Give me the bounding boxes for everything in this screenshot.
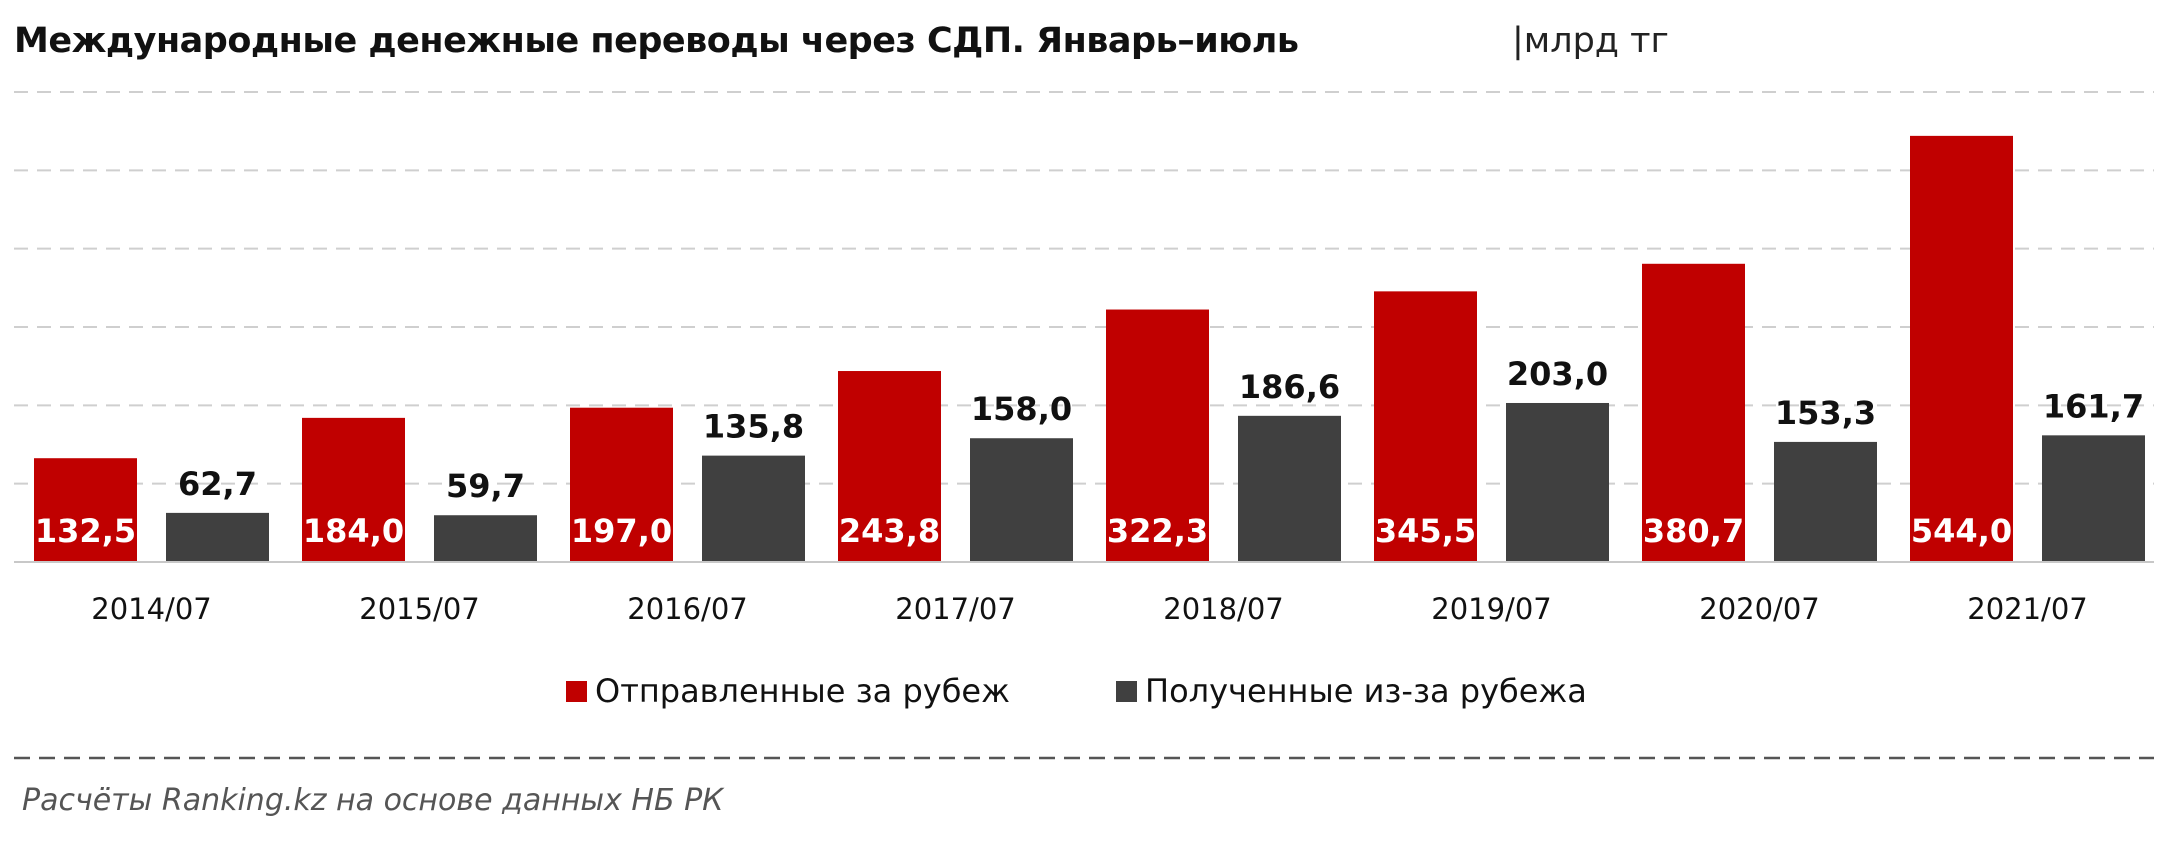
data-label-sent-2016-07: 197,0 — [571, 512, 672, 550]
chart-unit: |млрд тг — [1512, 21, 1669, 61]
data-label-received-2021-07: 161,7 — [2043, 387, 2144, 425]
data-label-received-2018-07: 186,6 — [1239, 368, 1340, 406]
x-tick-label-2020-07: 2020/07 — [1699, 592, 1819, 626]
x-tick-label-2019-07: 2019/07 — [1431, 592, 1551, 626]
bar-sent-2019-07 — [1374, 291, 1477, 562]
bar-sent-2015-07 — [302, 417, 405, 562]
x-tick-label-2014-07: 2014/07 — [91, 592, 211, 626]
bar-sent-2014-07 — [34, 458, 137, 562]
legend-swatch-received — [1116, 681, 1137, 702]
bar-received-2019-07 — [1506, 402, 1609, 562]
data-label-received-2017-07: 158,0 — [971, 390, 1072, 428]
data-label-sent-2020-07: 380,7 — [1643, 512, 1744, 550]
x-tick-label-2018-07: 2018/07 — [1163, 592, 1283, 626]
x-axis-tick-labels: 2014/07 2015/07 2016/07 2017/07 2018/07 2019/… — [91, 592, 2087, 626]
x-tick-label-2021-07: 2021/07 — [1967, 592, 2087, 626]
bar-sent-2020-07 — [1642, 263, 1745, 562]
bar-received-2021-07 — [2042, 435, 2145, 562]
bar-received-2017-07 — [970, 438, 1073, 562]
bar-series-group: 132,5 62,7 184,0 59,7 197,0 135,8 243,8 158,0 32… — [34, 135, 2145, 562]
data-label-sent-2014-07: 132,5 — [35, 512, 136, 550]
data-label-received-2020-07: 153,3 — [1775, 394, 1876, 432]
data-label-sent-2021-07: 544,0 — [1911, 512, 2012, 550]
data-label-received-2016-07: 135,8 — [703, 408, 804, 446]
data-label-sent-2018-07: 322,3 — [1107, 512, 1208, 550]
bar-sent-2016-07 — [570, 407, 673, 562]
bar-received-2020-07 — [1774, 441, 1877, 562]
x-tick-label-2017-07: 2017/07 — [895, 592, 1015, 626]
bar-sent-2018-07 — [1106, 309, 1209, 562]
data-label-sent-2017-07: 243,8 — [839, 512, 940, 550]
source-note: Расчёты Ranking.kz на основе данных НБ Р… — [22, 783, 725, 818]
x-tick-label-2016-07: 2016/07 — [627, 592, 747, 626]
bar-received-2014-07 — [166, 512, 269, 562]
bar-received-2015-07 — [434, 515, 537, 562]
data-label-received-2019-07: 203,0 — [1507, 355, 1608, 393]
bar-received-2016-07 — [702, 455, 805, 562]
x-tick-label-2015-07: 2015/07 — [359, 592, 479, 626]
data-label-received-2014-07: 62,7 — [178, 465, 257, 503]
data-label-received-2015-07: 59,7 — [446, 467, 525, 505]
legend: Отправленные за рубеж Полученные из-за р… — [566, 672, 1587, 710]
bar-sent-2017-07 — [838, 371, 941, 562]
data-label-sent-2019-07: 345,5 — [1375, 512, 1476, 550]
bar-received-2018-07 — [1238, 415, 1341, 562]
legend-label-received: Полученные из-за рубежа — [1145, 672, 1587, 710]
bar-sent-2021-07 — [1910, 135, 2013, 562]
chart-title: Международные денежные переводы через СД… — [14, 21, 1299, 61]
data-label-sent-2015-07: 184,0 — [303, 512, 404, 550]
legend-label-sent: Отправленные за рубеж — [595, 672, 1010, 710]
legend-swatch-sent — [566, 681, 587, 702]
